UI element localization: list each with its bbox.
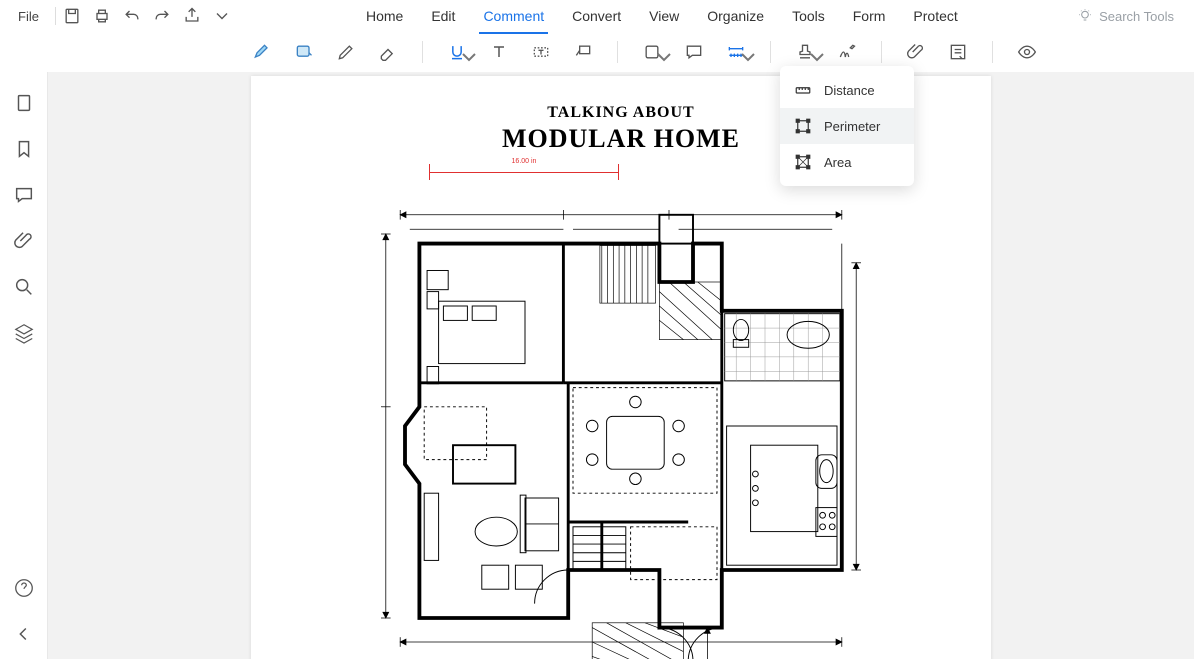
menu-tools[interactable]: Tools [778,4,839,28]
separator [55,7,56,25]
hide-icon[interactable] [1015,40,1039,64]
textbox-icon[interactable] [529,40,553,64]
ruler-icon [794,81,812,99]
more-icon[interactable] [212,6,232,26]
shape-icon[interactable] [640,40,664,64]
distance-measurement[interactable]: 16.00 in [429,162,619,182]
comment-bubble-icon[interactable] [682,40,706,64]
search-tools-label: Search Tools [1099,9,1174,24]
text-icon[interactable] [487,40,511,64]
help-icon[interactable] [13,577,35,599]
redo-icon[interactable] [152,6,172,26]
floorplan-diagram [361,186,881,659]
undo-icon[interactable] [122,6,142,26]
menu-form[interactable]: Form [839,4,900,28]
area-icon [794,153,812,171]
callout-icon[interactable] [571,40,595,64]
underline-icon[interactable] [445,40,469,64]
dropdown-item-distance[interactable]: Distance [780,72,914,108]
comment-toolbar [0,32,1194,72]
left-sidebar [0,72,48,659]
menu-edit[interactable]: Edit [417,4,469,28]
note-icon[interactable] [292,40,316,64]
main-menu: Home Edit Comment Convert View Organize … [352,4,972,28]
measure-value: 16.00 in [429,158,619,165]
layers-icon[interactable] [13,322,35,344]
print-icon[interactable] [92,6,112,26]
signature-icon[interactable] [835,40,859,64]
file-menu[interactable]: File [8,9,49,24]
document-canvas[interactable]: TALKING ABOUT MODULAR HOME 16.00 in [48,72,1194,659]
save-icon[interactable] [62,6,82,26]
annotations-icon[interactable] [946,40,970,64]
share-icon[interactable] [182,6,202,26]
thumbnails-icon[interactable] [13,92,35,114]
highlight-icon[interactable] [250,40,274,64]
comments-icon[interactable] [13,184,35,206]
dropdown-label: Distance [824,83,875,98]
quick-access-toolbar [62,6,232,26]
dropdown-label: Area [824,155,851,170]
dropdown-item-perimeter[interactable]: Perimeter [780,108,914,144]
dropdown-item-area[interactable]: Area [780,144,914,180]
separator [992,41,993,63]
collapse-icon[interactable] [13,623,35,645]
separator [422,41,423,63]
measure-icon[interactable] [724,40,748,64]
separator [617,41,618,63]
search-tools[interactable]: Search Tools [1077,8,1186,24]
menu-comment[interactable]: Comment [469,4,558,28]
separator [770,41,771,63]
attach-icon[interactable] [904,40,928,64]
measure-dropdown: Distance Perimeter Area [780,66,914,186]
perimeter-icon [794,117,812,135]
menu-view[interactable]: View [635,4,693,28]
menu-home[interactable]: Home [352,4,417,28]
pencil-icon[interactable] [334,40,358,64]
eraser-icon[interactable] [376,40,400,64]
menu-convert[interactable]: Convert [558,4,635,28]
separator [881,41,882,63]
menu-protect[interactable]: Protect [899,4,971,28]
stamp-icon[interactable] [793,40,817,64]
lightbulb-icon [1077,8,1093,24]
search-icon[interactable] [13,276,35,298]
attachments-icon[interactable] [13,230,35,252]
dropdown-label: Perimeter [824,119,880,134]
menu-organize[interactable]: Organize [693,4,778,28]
bookmarks-icon[interactable] [13,138,35,160]
